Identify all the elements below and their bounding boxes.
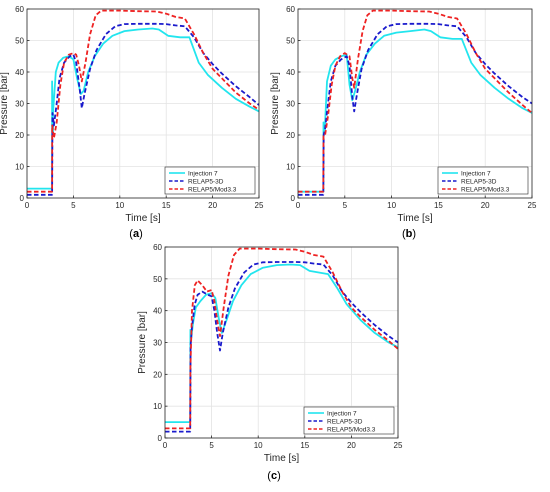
x-tick-label: 5 (343, 201, 348, 210)
y-tick-label: 20 (286, 131, 295, 140)
y-tick-label: 60 (153, 243, 162, 252)
y-axis-title: Pressure [bar] (137, 311, 148, 374)
y-tick-label: 0 (20, 194, 25, 203)
legend-label-relap5-3d: RELAP5-3D (188, 178, 224, 185)
y-tick-label: 60 (15, 5, 24, 14)
legend-label-relap5-3d: RELAP5-3D (327, 418, 363, 425)
legend-label-injection-7: Injection 7 (461, 170, 491, 177)
legend-label-relap5-mod33: RELAP5/Mod3.3 (327, 426, 376, 433)
y-axis-title: Pressure [bar] (0, 72, 10, 135)
y-tick-label: 0 (291, 194, 296, 203)
x-tick-label: 0 (296, 201, 301, 210)
legend-label-relap5-mod33: RELAP5/Mod3.3 (188, 186, 237, 193)
series-line-injection-7 (165, 263, 398, 424)
x-tick-label: 20 (208, 201, 217, 210)
y-tick-label: 60 (286, 5, 295, 14)
x-tick-label: 0 (25, 201, 30, 210)
x-tick-label: 20 (347, 441, 356, 450)
series-line-relap5-mod33 (298, 9, 532, 193)
x-tick-label: 5 (209, 441, 214, 450)
y-tick-label: 10 (15, 163, 24, 172)
panel-caption-b: (b) (402, 228, 416, 240)
legend-label-injection-7: Injection 7 (188, 170, 218, 177)
x-tick-label: 25 (528, 201, 537, 210)
x-tick-label: 5 (71, 201, 76, 210)
series-line-injection-7 (298, 28, 532, 193)
series-line-relap5-3d (298, 22, 532, 196)
x-tick-label: 10 (254, 441, 263, 450)
y-tick-label: 30 (153, 339, 162, 348)
y-tick-label: 10 (153, 402, 162, 411)
series-line-relap5-mod33 (27, 9, 259, 193)
y-tick-label: 10 (286, 163, 295, 172)
y-tick-label: 40 (153, 307, 162, 316)
x-tick-label: 10 (387, 201, 396, 210)
y-axis-title: Pressure [bar] (270, 72, 281, 135)
x-tick-label: 25 (394, 441, 403, 450)
x-tick-label: 10 (115, 201, 124, 210)
x-axis-title: Time [s] (125, 213, 160, 224)
y-tick-label: 50 (153, 275, 162, 284)
legend-label-relap5-3d: RELAP5-3D (461, 178, 497, 185)
x-tick-label: 15 (300, 441, 309, 450)
y-tick-label: 20 (153, 370, 162, 379)
y-tick-label: 30 (15, 100, 24, 109)
chart-panel-c: 0 5 10 15 20 25 0 10 20 30 40 50 60 Time [s] Pressure … (137, 243, 403, 482)
chart-panel-b: 0 5 10 15 20 25 0 10 20 30 40 50 60 Time [s] Pressure … (270, 5, 537, 240)
y-tick-label: 20 (15, 131, 24, 140)
chart-panel-a: 0 5 10 15 20 25 0 10 20 30 40 50 60 Time [s] Pressure … (0, 5, 264, 240)
y-tick-label: 40 (15, 68, 24, 77)
x-axis-title: Time [s] (264, 453, 299, 464)
series-line-relap5-3d (27, 22, 259, 196)
x-tick-label: 0 (163, 441, 168, 450)
x-axis-title: Time [s] (397, 213, 432, 224)
x-tick-label: 15 (434, 201, 443, 210)
x-tick-label: 20 (481, 201, 490, 210)
series-line-relap5-mod33 (165, 247, 398, 430)
y-tick-label: 50 (15, 37, 24, 46)
series-line-injection-7 (27, 27, 259, 190)
y-tick-label: 50 (286, 37, 295, 46)
y-tick-label: 40 (286, 68, 295, 77)
x-tick-label: 15 (162, 201, 171, 210)
panel-caption-c: (c) (267, 470, 280, 482)
x-tick-label: 25 (255, 201, 264, 210)
legend-label-relap5-mod33: RELAP5/Mod3.3 (461, 186, 510, 193)
legend-label-injection-7: Injection 7 (327, 410, 357, 417)
panel-caption-a: (a) (129, 228, 142, 240)
y-tick-label: 0 (158, 434, 163, 443)
y-tick-label: 30 (286, 100, 295, 109)
